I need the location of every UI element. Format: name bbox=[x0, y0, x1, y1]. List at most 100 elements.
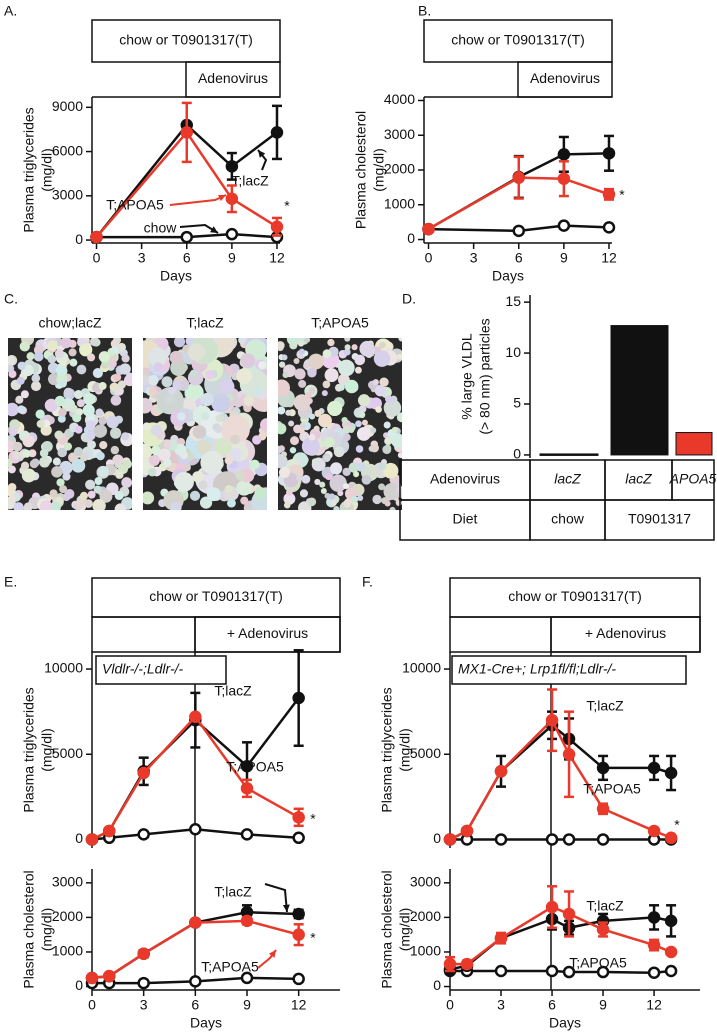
data-point bbox=[545, 833, 559, 846]
particle bbox=[278, 406, 286, 415]
bar bbox=[610, 325, 669, 456]
x-tick-label: 12 bbox=[646, 997, 662, 1013]
particle bbox=[92, 338, 101, 347]
particle bbox=[278, 453, 288, 469]
particle bbox=[397, 452, 402, 459]
particle bbox=[96, 451, 105, 461]
data-point bbox=[240, 914, 254, 928]
particle bbox=[183, 397, 198, 412]
particle bbox=[337, 383, 345, 391]
particle bbox=[87, 440, 96, 450]
particle bbox=[230, 434, 240, 445]
data-point bbox=[664, 831, 678, 845]
data-point bbox=[240, 971, 254, 985]
particle bbox=[330, 462, 343, 475]
y-axis-label: (mg/dl) bbox=[39, 908, 55, 952]
particle bbox=[333, 506, 340, 510]
series-label: T;APOA5 bbox=[201, 959, 259, 975]
y-axis-label: Plasma cholesterol bbox=[21, 870, 37, 988]
particle bbox=[309, 413, 316, 420]
particle bbox=[76, 364, 87, 375]
particle bbox=[110, 345, 120, 355]
x-axis-label: Days bbox=[549, 1015, 581, 1031]
table-text: chow bbox=[551, 511, 585, 527]
particle bbox=[318, 413, 332, 428]
particle bbox=[9, 426, 18, 435]
series-label: T;APOA5 bbox=[569, 955, 627, 971]
particle bbox=[199, 496, 213, 509]
particle bbox=[324, 368, 339, 383]
x-tick-label: 9 bbox=[560, 250, 568, 266]
particle bbox=[115, 470, 124, 479]
arrow bbox=[169, 194, 227, 206]
particle bbox=[249, 459, 260, 470]
particle bbox=[200, 450, 224, 475]
data-point bbox=[596, 761, 610, 775]
particle bbox=[398, 338, 402, 342]
particle bbox=[285, 409, 292, 416]
y-tick-label: 2000 bbox=[410, 908, 441, 924]
particle bbox=[301, 437, 320, 456]
particle bbox=[80, 453, 89, 462]
particle bbox=[357, 495, 364, 502]
data-point bbox=[664, 914, 678, 928]
data-point bbox=[292, 691, 305, 705]
particle bbox=[327, 338, 335, 347]
particle bbox=[121, 477, 132, 488]
particle bbox=[342, 433, 351, 442]
data-point bbox=[494, 833, 508, 846]
particle bbox=[290, 436, 299, 446]
particle bbox=[15, 395, 24, 404]
x-tick-label: 12 bbox=[601, 250, 617, 266]
y-tick-label: 3000 bbox=[410, 874, 441, 890]
series-label: T;lacZ bbox=[586, 898, 624, 914]
x-axis-label: Days bbox=[160, 268, 192, 284]
particle bbox=[289, 341, 298, 350]
arrow-head bbox=[282, 904, 290, 912]
particle bbox=[110, 395, 122, 406]
particle bbox=[279, 361, 286, 368]
data-point bbox=[422, 222, 435, 236]
micrograph-label: T;APOA5 bbox=[311, 315, 369, 331]
y-tick-label: 0 bbox=[75, 231, 83, 247]
particle bbox=[353, 471, 360, 478]
series-line bbox=[449, 916, 672, 971]
series-label: T;lacZ bbox=[214, 884, 252, 900]
data-point bbox=[562, 833, 576, 846]
series-label: T;APOA5 bbox=[583, 781, 641, 797]
data-point bbox=[557, 172, 571, 185]
particle bbox=[112, 454, 124, 466]
particle bbox=[54, 349, 65, 359]
particle bbox=[373, 350, 391, 367]
panel-label: C. bbox=[4, 291, 18, 307]
x-tick-label: 6 bbox=[191, 997, 199, 1013]
particle bbox=[109, 382, 119, 392]
particle bbox=[8, 465, 16, 474]
particle bbox=[368, 445, 375, 452]
particle bbox=[8, 355, 16, 366]
particle bbox=[254, 487, 267, 499]
particle bbox=[56, 478, 65, 487]
particle bbox=[307, 497, 317, 507]
x-tick-label: 6 bbox=[548, 997, 556, 1013]
particle bbox=[79, 343, 93, 357]
y-tick-label: 3000 bbox=[52, 874, 83, 890]
data-point bbox=[602, 188, 616, 201]
particle bbox=[85, 419, 96, 430]
y-tick-label: 1000 bbox=[52, 943, 83, 959]
particle bbox=[22, 449, 31, 458]
particle bbox=[236, 480, 252, 496]
particle bbox=[278, 341, 285, 350]
data-point bbox=[664, 945, 678, 959]
particle bbox=[382, 462, 399, 479]
particle bbox=[73, 389, 83, 400]
data-point bbox=[494, 765, 508, 778]
table-text: Diet bbox=[453, 511, 478, 527]
panel-label: E. bbox=[4, 574, 17, 590]
series-line bbox=[95, 123, 278, 238]
particle bbox=[58, 379, 67, 388]
series-line bbox=[95, 130, 278, 238]
particle bbox=[322, 380, 331, 389]
particle bbox=[64, 488, 75, 499]
